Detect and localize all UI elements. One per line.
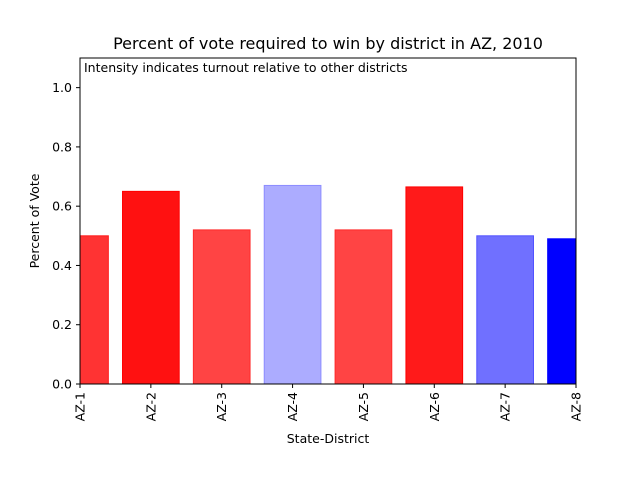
- x-tick-label: AZ-7: [498, 392, 513, 421]
- x-tick-label: AZ-5: [356, 392, 371, 421]
- bar-az-4: [263, 184, 322, 384]
- y-tick-label: 0.6: [52, 199, 72, 214]
- y-tick-label: 0.0: [52, 377, 72, 392]
- bar-az-1: [80, 235, 109, 384]
- y-tick-label: 1.0: [52, 80, 72, 95]
- chart-title: Percent of vote required to win by distr…: [113, 34, 543, 53]
- x-axis-label: State-District: [287, 431, 370, 446]
- y-axis-label: Percent of Vote: [27, 173, 42, 268]
- x-tick-label: AZ-2: [143, 392, 158, 421]
- plot-frame: [79, 57, 577, 385]
- x-tick-label: AZ-1: [73, 392, 88, 421]
- y-tick-label: 0.2: [52, 317, 72, 332]
- x-tick-label: AZ-6: [427, 392, 442, 421]
- chart-annotation: Intensity indicates turnout relative to …: [84, 60, 408, 75]
- x-tick-label: AZ-4: [285, 392, 300, 421]
- y-axis: 0.0 0.2 0.4 0.6 0.8 1.0: [52, 80, 80, 392]
- bar-az-5: [334, 229, 393, 384]
- bar-az-2: [122, 190, 180, 384]
- bar-az-7: [476, 235, 534, 384]
- bar-az-8: [547, 238, 576, 384]
- x-axis: AZ-1 AZ-2 AZ-3 AZ-4 AZ-5 AZ-6 AZ-7 AZ-8: [73, 384, 584, 421]
- bars-group: [80, 184, 576, 384]
- bar-az-3: [192, 229, 251, 384]
- x-tick-label: AZ-3: [214, 392, 229, 421]
- y-tick-label: 0.4: [52, 258, 72, 273]
- x-tick-label: AZ-8: [569, 392, 584, 421]
- bar-az-6: [405, 186, 464, 384]
- y-tick-label: 0.8: [52, 139, 72, 154]
